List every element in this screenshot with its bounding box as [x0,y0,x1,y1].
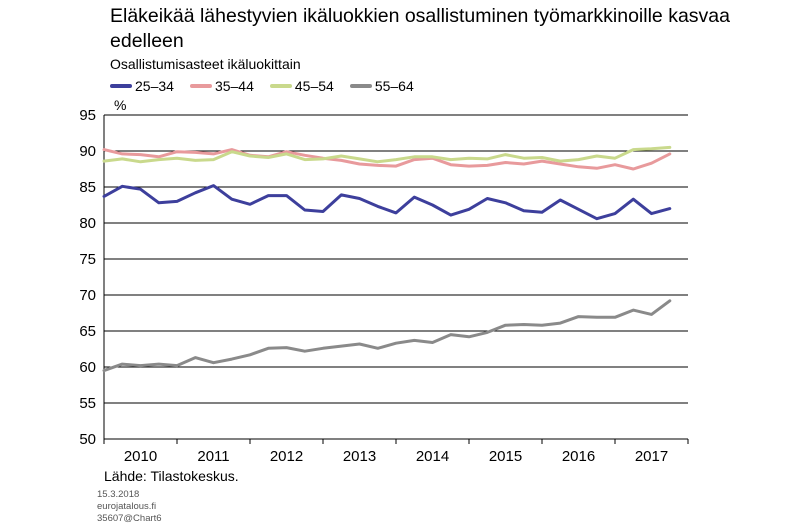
x-tick-label: 2013 [343,448,376,465]
series-line-25-34 [102,184,672,221]
legend-swatch-55-64 [349,84,372,88]
chart-subtitle: Osallistumisasteet ikäluokittain [110,56,301,72]
x-tick-label: 2010 [124,448,157,465]
y-tick-label: 55 [79,395,96,412]
series-line-35-44 [102,148,672,171]
x-tick-label: 2011 [197,448,229,465]
chart-code: 35607@Chart6 [97,513,162,524]
y-tick-label: 95 [79,107,96,124]
source-note: Lähde: Tilastokeskus. [104,468,239,484]
x-tick-label: 2014 [416,448,449,465]
legend-label-55-64: 55–64 [374,78,414,94]
y-tick-label: 50 [79,431,96,448]
series-line-55-64 [102,299,672,373]
legend: 25–34 35–44 45–54 55–64 [110,78,414,94]
legend-label-45-54: 45–54 [294,78,334,94]
y-tick-label: 60 [79,359,96,376]
y-tick-label: 65 [79,323,96,340]
y-axis-unit: % [114,97,126,113]
chart-title: Eläkeikää lähestyvien ikäluokkien osalli… [110,5,730,52]
legend-swatch-45-54 [269,84,292,88]
x-tick-label: 2015 [489,448,522,465]
legend-swatch-25-34 [110,84,132,88]
publish-date: 15.3.2018 [97,489,140,500]
y-tick-label: 75 [79,251,96,268]
legend-swatch-35-44 [189,84,212,88]
site-name: eurojatalous.fi [97,501,157,512]
y-tick-label: 70 [79,287,96,304]
legend-item: 35–44 [189,78,254,94]
legend-item: 45–54 [269,78,334,94]
x-tick-label: 2012 [270,448,303,465]
legend-label-35-44: 35–44 [214,78,254,94]
y-tick-label: 90 [79,143,96,160]
y-tick-label: 85 [79,179,96,196]
legend-item: 25–34 [110,78,174,94]
legend-item: 55–64 [349,78,414,94]
series-line-45-54 [102,145,672,164]
legend-label-25-34: 25–34 [135,78,174,94]
y-tick-label: 80 [79,215,96,232]
x-tick-label: 2016 [562,448,595,465]
x-tick-label: 2017 [635,448,668,465]
